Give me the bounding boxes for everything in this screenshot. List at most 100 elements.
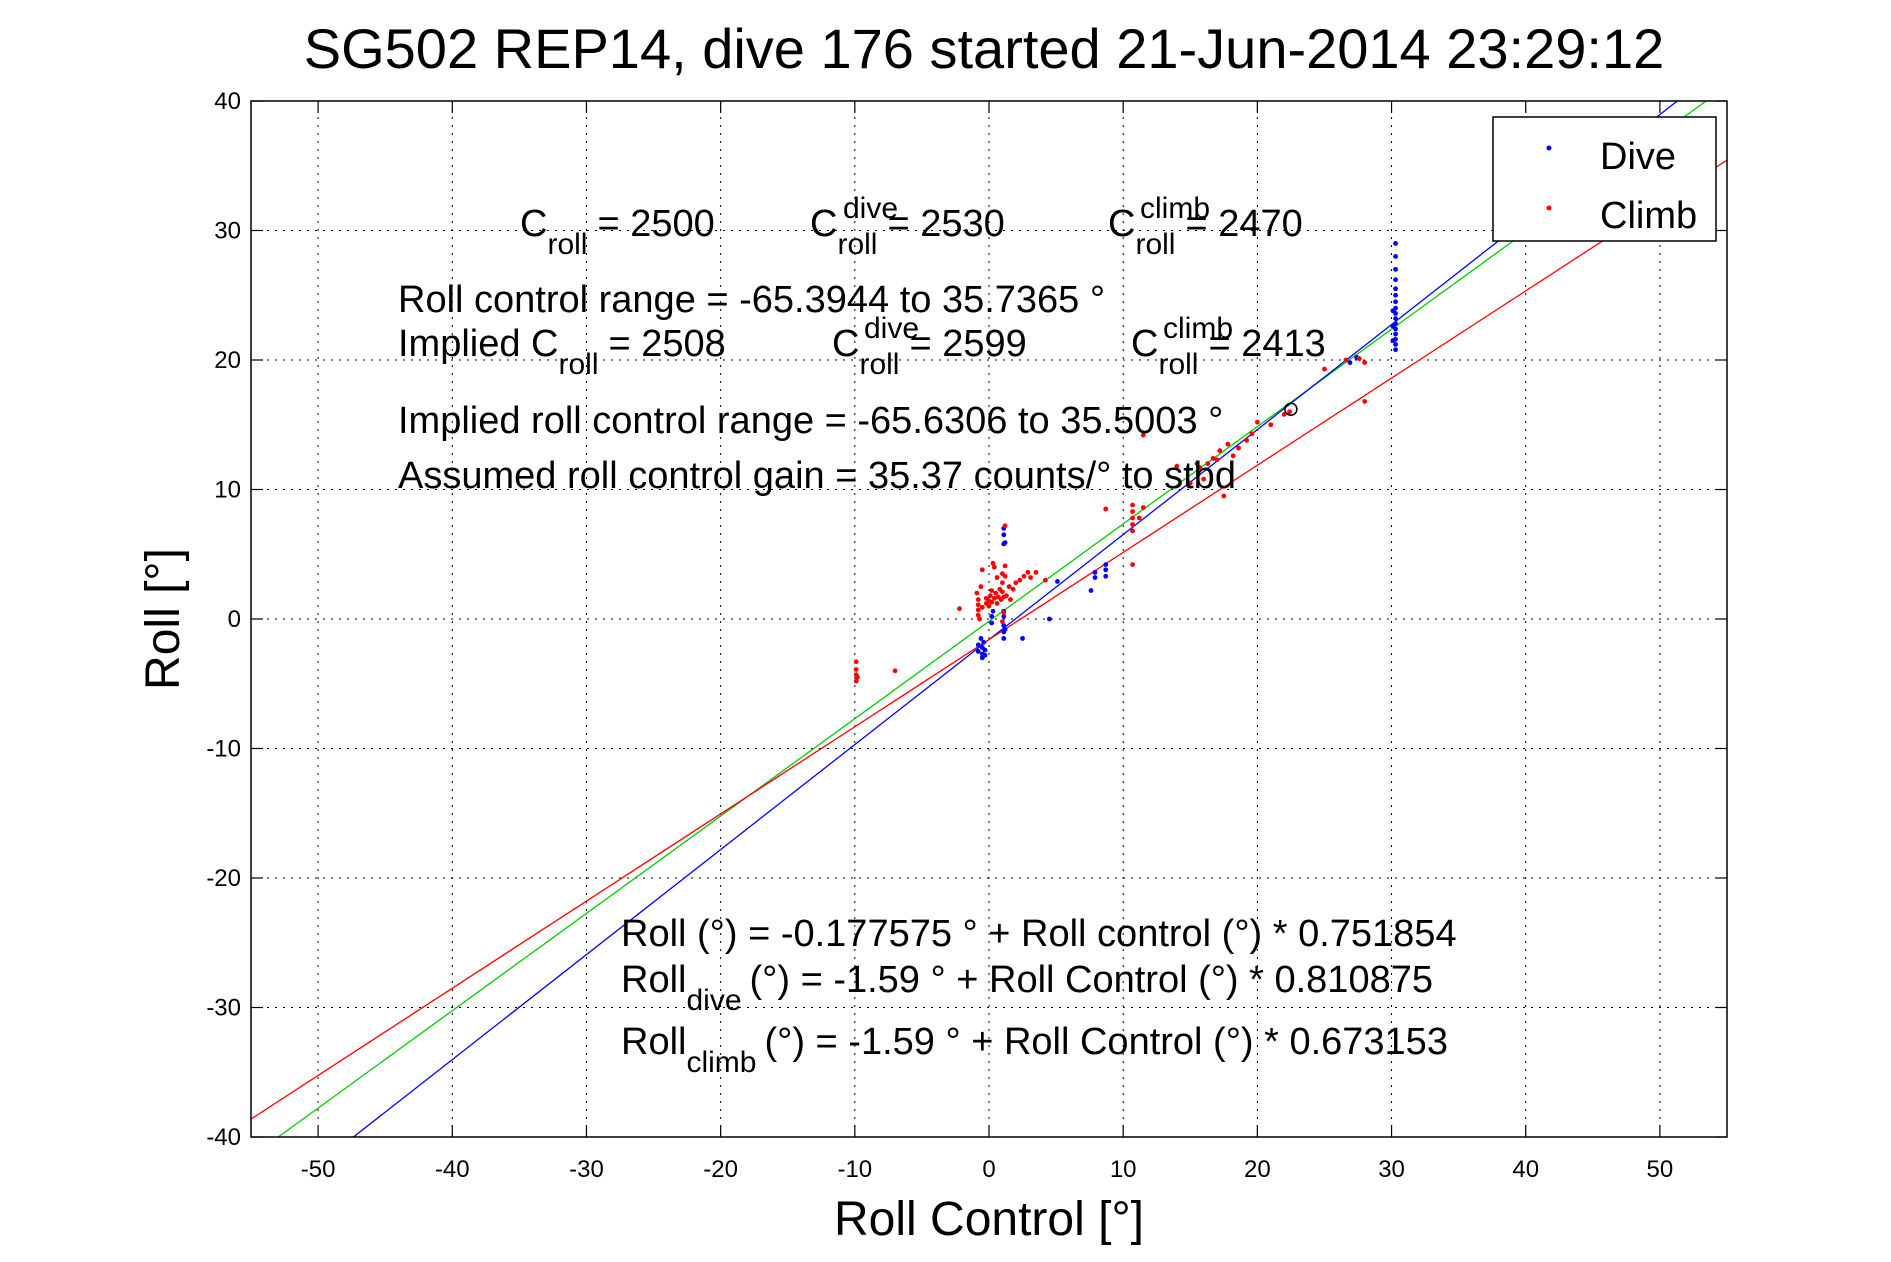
x-tick-label: -10 bbox=[837, 1156, 872, 1183]
legend: Dive Climb bbox=[1492, 116, 1717, 242]
fit-lines bbox=[251, 101, 1727, 1137]
climb-point bbox=[1225, 441, 1231, 447]
climb-point bbox=[1000, 589, 1005, 595]
climb-point bbox=[1008, 597, 1013, 602]
y-tick-label: 0 bbox=[228, 606, 241, 633]
x-tick-label: -40 bbox=[435, 1156, 470, 1183]
fit-line-all bbox=[277, 101, 1708, 1137]
circle-marker-layer bbox=[1284, 402, 1298, 416]
climb-point bbox=[1130, 522, 1135, 527]
climb-point bbox=[1140, 505, 1146, 511]
climb-point bbox=[1197, 465, 1203, 470]
dive-point bbox=[1103, 562, 1109, 568]
climb-point bbox=[892, 668, 898, 674]
implied-range-annotation: Implied roll control range = -65.6306 to… bbox=[398, 400, 1223, 442]
c-roll-annotation: Croll = 2500 bbox=[520, 203, 715, 261]
dive-point bbox=[1020, 636, 1025, 641]
chart-title: SG502 REP14, dive 176 started 21-Jun-201… bbox=[304, 17, 1665, 80]
climb-point bbox=[991, 595, 997, 601]
dive-point bbox=[1393, 331, 1398, 337]
dive-point bbox=[1092, 575, 1098, 580]
climb-point bbox=[1281, 411, 1287, 417]
climb-point bbox=[1356, 356, 1362, 362]
x-tick-label: 10 bbox=[1110, 1156, 1137, 1183]
dive-point bbox=[1393, 286, 1398, 292]
equation-climb: Rollclimb (°) = -1.59 ° + Roll Control (°… bbox=[621, 1021, 1448, 1079]
climb-point bbox=[855, 674, 860, 680]
x-tick-label: 40 bbox=[1512, 1156, 1539, 1183]
x-tick-label: -30 bbox=[569, 1156, 604, 1183]
climb-point bbox=[1140, 432, 1146, 438]
dive-point bbox=[989, 614, 995, 619]
y-tick-label: 10 bbox=[214, 477, 241, 504]
implied-c-roll-dive-sup: dive bbox=[864, 312, 919, 345]
climb-point bbox=[1174, 463, 1180, 469]
climb-point bbox=[1002, 563, 1008, 569]
dive-point bbox=[1001, 614, 1007, 619]
climb-point bbox=[987, 593, 993, 599]
annotations: Croll = 2500 dive Croll = 2530 climb Croll… bbox=[398, 192, 1457, 1079]
climb-point bbox=[1028, 575, 1033, 580]
x-tick-label: -20 bbox=[703, 1156, 738, 1183]
dive-point bbox=[1001, 623, 1007, 628]
dive-point bbox=[1103, 567, 1109, 573]
dive-point bbox=[1092, 569, 1098, 575]
climb-point bbox=[1254, 419, 1260, 425]
climb-point bbox=[994, 601, 1000, 606]
dive-point bbox=[1055, 579, 1060, 584]
climb-point bbox=[1103, 506, 1109, 512]
dive-point bbox=[1393, 347, 1398, 353]
climb-point bbox=[1287, 409, 1292, 415]
dive-point bbox=[981, 639, 987, 645]
climb-point bbox=[1136, 515, 1142, 521]
climb-point bbox=[986, 603, 992, 609]
climb-point bbox=[1010, 586, 1016, 592]
y-tick-label: 30 bbox=[214, 218, 241, 245]
climb-point bbox=[1217, 448, 1223, 454]
x-tick-label: 0 bbox=[982, 1156, 995, 1183]
equation-dive: Rolldive (°) = -1.59 ° + Roll Control (°)… bbox=[621, 959, 1433, 1017]
climb-point bbox=[975, 612, 981, 618]
climb-point bbox=[1210, 456, 1216, 461]
climb-point bbox=[1130, 562, 1135, 568]
equation-all: Roll (°) = -0.177575 ° + Roll control (°… bbox=[621, 913, 1457, 955]
y-axis-label: Roll [°] bbox=[137, 548, 190, 690]
climb-point bbox=[1130, 509, 1135, 514]
y-tick-label: -30 bbox=[206, 995, 241, 1022]
climb-point bbox=[1042, 577, 1048, 583]
climb-point bbox=[1004, 593, 1009, 599]
dive-point bbox=[990, 608, 996, 614]
climb-point bbox=[1268, 422, 1274, 428]
dive-point bbox=[1393, 241, 1398, 246]
ticks: -50 -40 -30 -20 -10 0 10 20 30 40 50 -40 -30 -20 -10 0 1… bbox=[206, 88, 1727, 1183]
gain-annotation: Assumed roll control gain = 35.37 counts… bbox=[398, 455, 1236, 497]
dive-point bbox=[1393, 266, 1398, 272]
climb-point bbox=[957, 606, 962, 612]
climb-point bbox=[1001, 610, 1007, 615]
climb-point bbox=[1221, 493, 1227, 499]
climb-point bbox=[1201, 476, 1207, 482]
dive-point bbox=[1393, 299, 1398, 305]
climb-point bbox=[975, 602, 981, 608]
c-roll-dive-annotation: Croll = 2530 bbox=[810, 203, 1005, 261]
climb-point bbox=[989, 588, 995, 593]
dive-point bbox=[1002, 626, 1008, 632]
climb-point bbox=[1130, 502, 1135, 508]
dive-point bbox=[1088, 588, 1094, 593]
implied-c-roll-climb-annotation: Croll = 2413 bbox=[1131, 323, 1326, 381]
x-tick-label: 20 bbox=[1244, 1156, 1271, 1183]
climb-point bbox=[991, 564, 997, 570]
climb-point bbox=[853, 659, 859, 665]
climb-point bbox=[1002, 573, 1008, 579]
dive-point bbox=[1001, 636, 1007, 641]
y-tick-label: -20 bbox=[206, 865, 241, 892]
y-tick-label: -10 bbox=[206, 736, 241, 763]
climb-point bbox=[1249, 431, 1255, 437]
climb-point bbox=[1244, 437, 1250, 443]
dive-point bbox=[1390, 323, 1396, 329]
y-tick-label: 20 bbox=[214, 347, 241, 374]
dive-point bbox=[1002, 540, 1008, 545]
dive-point bbox=[982, 652, 988, 658]
dive-point bbox=[1393, 277, 1398, 283]
climb-point bbox=[1195, 471, 1201, 477]
